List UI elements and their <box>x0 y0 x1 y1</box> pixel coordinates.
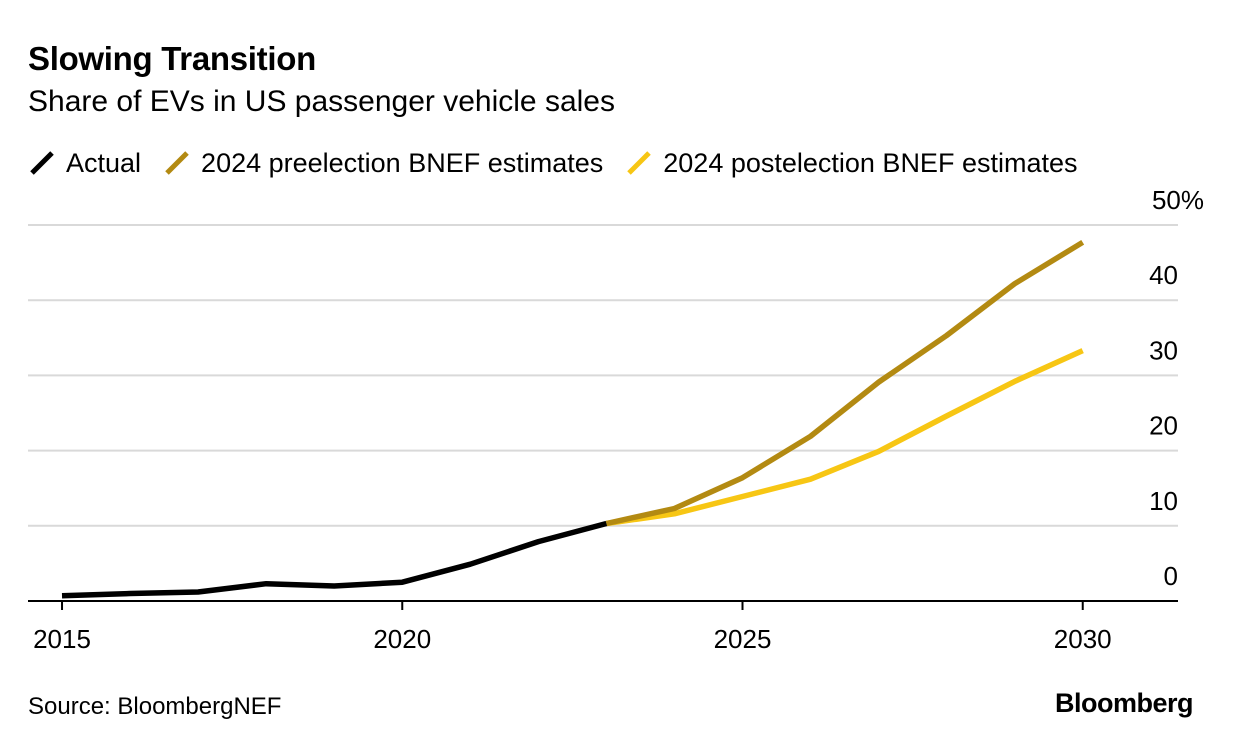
legend-label-preelection: 2024 preelection BNEF estimates <box>201 147 604 178</box>
legend: Actual 2024 preelection BNEF estimates 2… <box>28 145 1099 181</box>
x-tick-label: 2020 <box>373 624 431 654</box>
legend-swatch-line <box>30 151 54 175</box>
legend-swatch-postelection <box>627 151 652 175</box>
legend-label-actual: Actual <box>66 147 142 178</box>
chart-title: Slowing Transition <box>28 40 316 77</box>
series-preelection-line <box>605 239 1085 527</box>
chart-subtitle: Share of EVs in US passenger vehicle sal… <box>28 85 615 118</box>
y-tick-label: 0 <box>1164 561 1178 591</box>
x-tick-label: 2025 <box>714 624 772 654</box>
y-tick-label: 10 <box>1149 486 1178 516</box>
legend-swatch-line <box>165 151 189 175</box>
x-tick-label: 2015 <box>33 624 91 654</box>
source-note: Source: BloombergNEF <box>28 693 282 720</box>
y-tick-label: 50% <box>1152 185 1204 215</box>
legend-swatch-preelection <box>165 151 189 175</box>
legend-swatch-actual <box>30 151 54 175</box>
y-tick-label: 40 <box>1149 260 1178 290</box>
legend-item-preelection: 2024 preelection BNEF estimates <box>163 148 603 179</box>
x-tick-label: 2030 <box>1054 624 1112 654</box>
bloomberg-logo: Bloomberg <box>1054 688 1194 718</box>
y-tick-label: 30 <box>1149 335 1178 365</box>
y-tick-label: 20 <box>1149 411 1178 441</box>
legend-item-actual: Actual <box>28 148 141 179</box>
legend-item-postelection: 2024 postelection BNEF estimates <box>625 148 1077 179</box>
series-actual-line <box>61 520 608 599</box>
legend-label-postelection: 2024 postelection BNEF estimates <box>663 147 1078 178</box>
series-postelection-line <box>606 348 1084 527</box>
legend-swatch-line <box>627 151 652 175</box>
